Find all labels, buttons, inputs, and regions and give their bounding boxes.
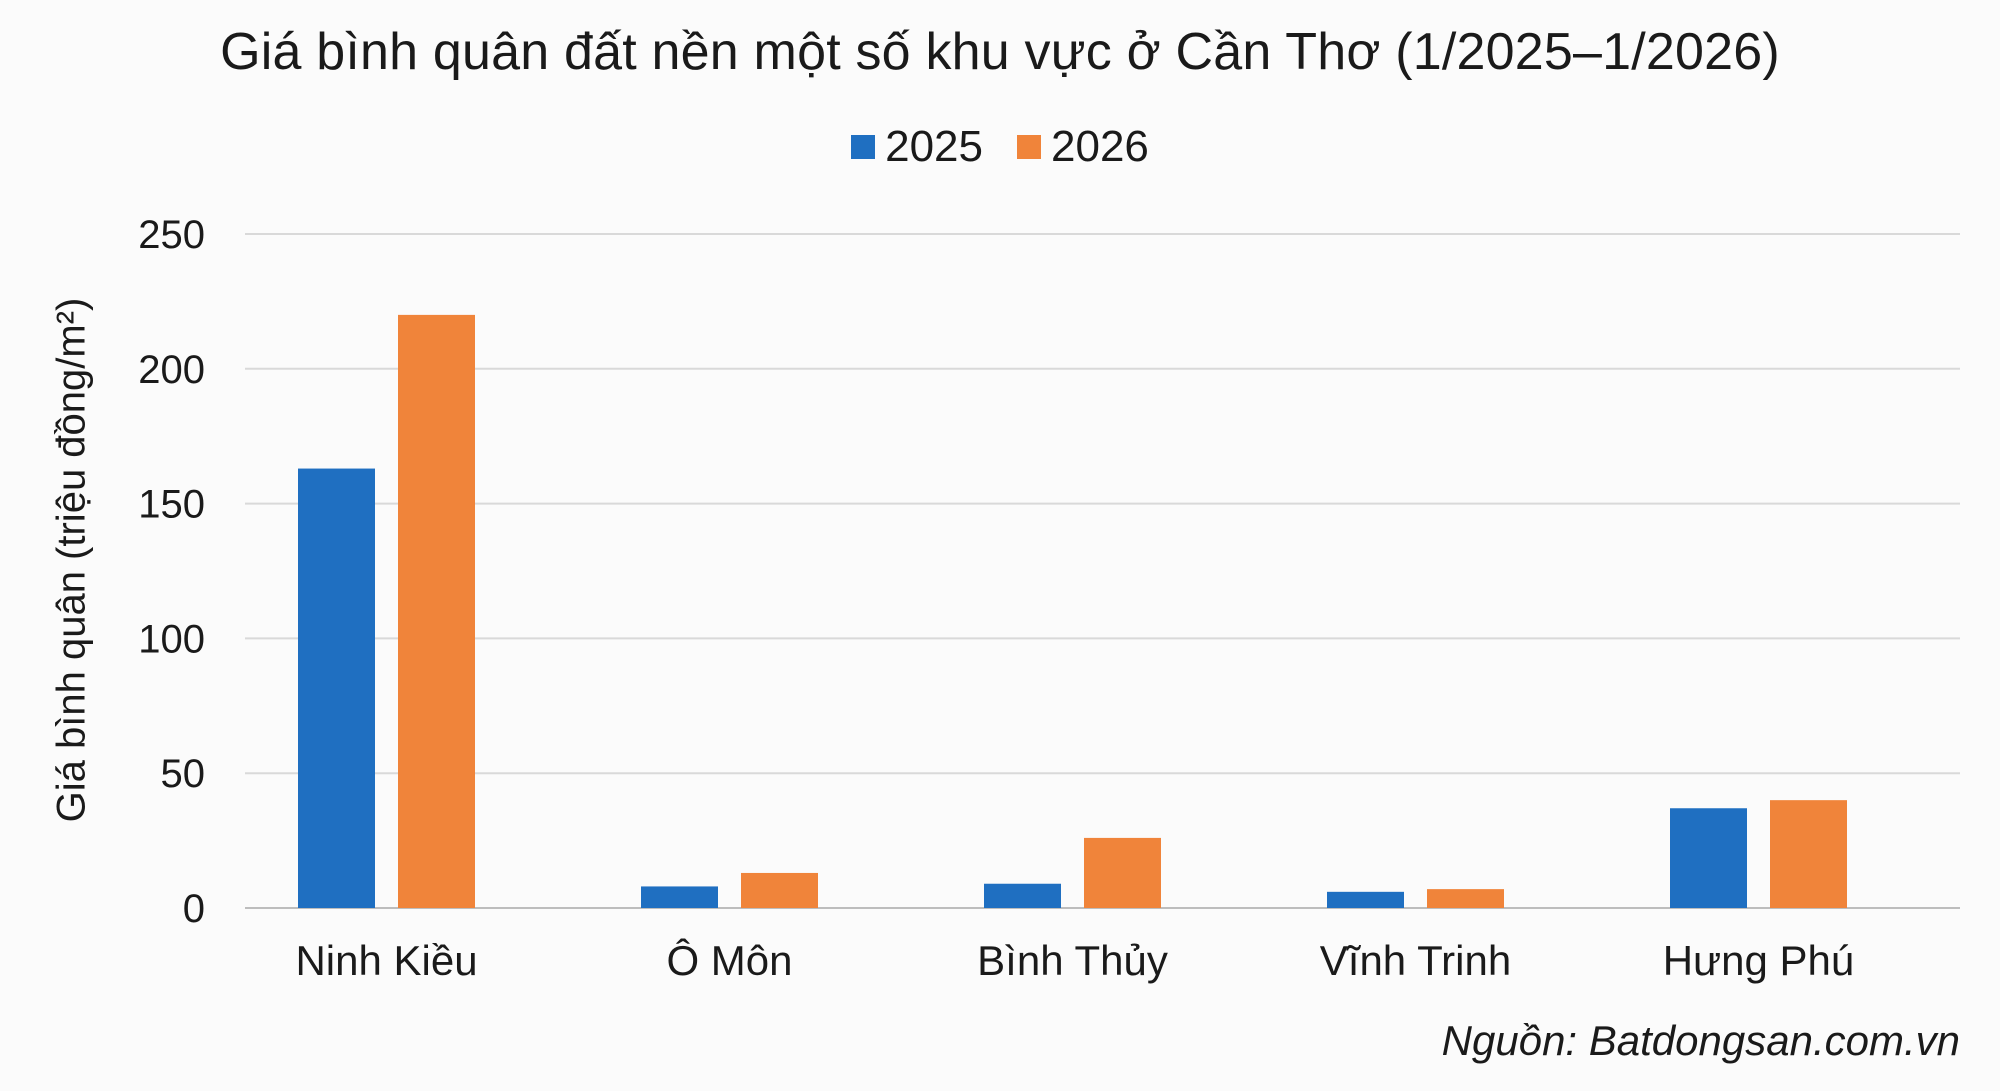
category-label-2: Bình Thủy [977,937,1168,984]
legend: 2025 2026 [0,122,2000,172]
legend-item-2025: 2025 [851,122,983,172]
source-note: Nguồn: Batdongsan.com.vn [1441,1017,1960,1064]
bar-2026-0 [398,314,475,908]
bar-2025-0 [298,468,375,908]
bar-2026-2 [1084,837,1161,908]
legend-item-2026: 2026 [1017,122,1149,172]
y-tick-label-0: 0 [183,887,205,931]
bar-2025-1 [641,886,718,908]
bar-2025-3 [1327,891,1404,908]
bar-2026-1 [741,872,818,908]
category-label-1: Ô Môn [666,937,792,984]
y-tick-label-100: 100 [138,617,205,661]
y-tick-label-150: 150 [138,483,205,527]
legend-swatch-2026 [1017,135,1041,159]
y-tick-label-200: 200 [138,348,205,392]
y-tick-label-250: 250 [138,213,205,257]
bar-2026-3 [1427,889,1504,908]
category-label-4: Hưng Phú [1663,937,1855,984]
y-tick-label-50: 50 [161,752,206,796]
bar-2025-4 [1670,808,1747,908]
bar-2026-4 [1770,800,1847,908]
legend-label-2026: 2026 [1051,122,1149,171]
legend-swatch-2025 [851,135,876,159]
category-label-3: Vĩnh Trinh [1320,937,1511,984]
legend-label-2025: 2025 [885,122,983,171]
bar-2025-2 [984,883,1061,908]
chart-title: Giá bình quân đất nền một số khu vực ở C… [220,23,1780,81]
category-label-0: Ninh Kiều [295,937,477,984]
